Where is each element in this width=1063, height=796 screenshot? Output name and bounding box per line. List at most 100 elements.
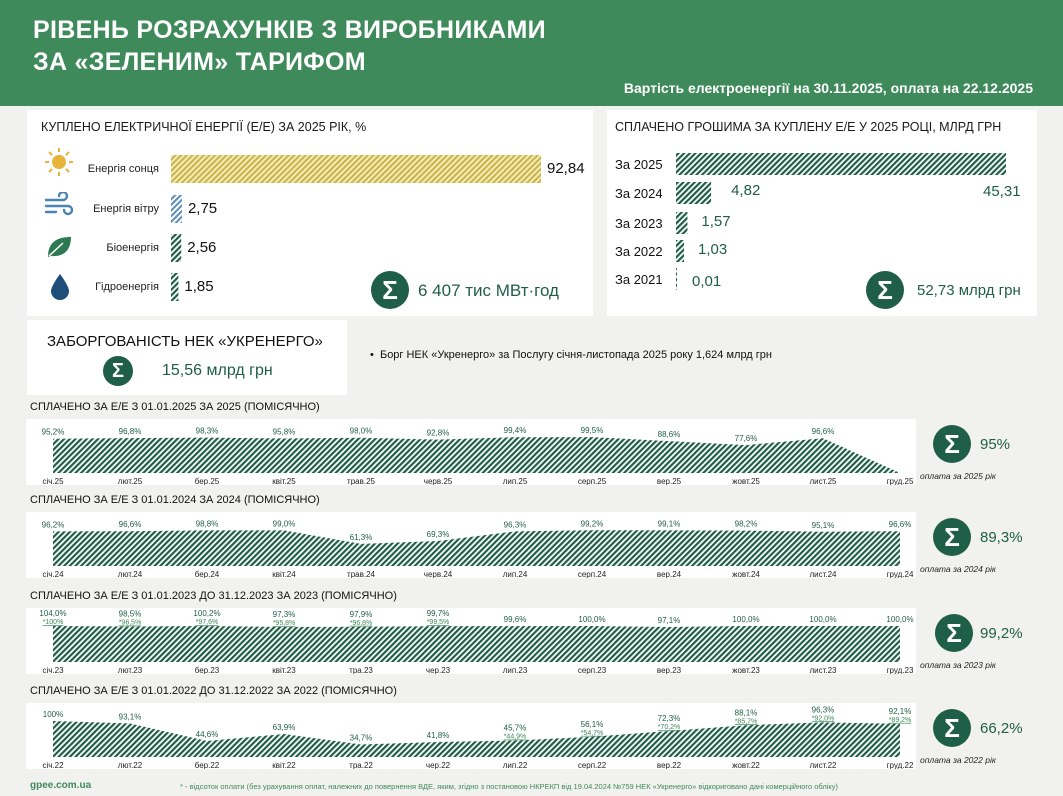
month-label-2-8: вер.23 (657, 666, 682, 674)
paid-total: 52,73 млрд грн (917, 282, 1021, 299)
month-value-3-2: 44,6% (196, 730, 219, 739)
paid-bar-chart (676, 153, 1006, 290)
month-label-2-0: січ.23 (42, 666, 64, 674)
strip-sum-icon-3: Σ (933, 709, 971, 747)
month-label-1-8: вер.24 (657, 570, 682, 578)
month-label-2-4: тра.23 (349, 666, 373, 674)
month-label-2-10: лист.23 (809, 666, 837, 674)
month-note-3-11: *89,2% (889, 717, 912, 724)
month-label-0-4: трав.25 (347, 477, 375, 485)
energy-bar-0 (171, 155, 541, 183)
month-value-1-9: 98,2% (735, 520, 758, 529)
month-note-2-2: *97,6% (196, 619, 219, 626)
energy-icon-wind (44, 190, 74, 223)
month-label-2-9: жовт.23 (732, 666, 760, 674)
energy-label-2: Біоенергія (106, 242, 159, 254)
monthly-area-3 (53, 721, 900, 757)
month-label-2-6: лип.23 (503, 666, 528, 674)
month-label-1-1: лют.24 (118, 570, 143, 578)
month-value-2-5: 99,7% (427, 609, 450, 618)
month-value-2-1: 98,5% (119, 610, 142, 619)
month-value-1-4: 61,3% (350, 533, 373, 542)
monthly-chart-2: січ.23 104,0% *100% лют.23 98,5% *96,5% бер.23… (26, 608, 916, 674)
month-value-0-9: 77,6% (735, 434, 758, 443)
month-label-0-3: квіт.25 (272, 477, 296, 485)
page-header: РІВЕНЬ РОЗРАХУНКІВ З ВИРОБНИКАМИ ЗА «ЗЕЛ… (0, 0, 1063, 106)
month-value-0-8: 88,6% (658, 430, 681, 439)
month-label-3-7: серп.22 (578, 761, 607, 769)
month-label-3-10: лист.22 (809, 761, 837, 769)
month-value-1-7: 99,2% (581, 519, 604, 528)
strip-total-note-3: оплата за 2022 рік (920, 755, 996, 765)
energy-label-1: Енергія вітру (93, 203, 159, 215)
month-value-1-10: 95,1% (812, 521, 835, 530)
month-note-2-0: *100% (43, 619, 64, 626)
month-label-3-9: жовт.22 (732, 761, 760, 769)
month-label-0-0: січ.25 (42, 477, 64, 485)
paid-label-3: За 2022 (615, 244, 663, 259)
month-value-3-0: 100% (43, 710, 63, 719)
month-value-2-3: 97,3% (273, 610, 296, 619)
paid-label-2: За 2023 (615, 216, 663, 231)
month-value-0-3: 95,8% (273, 428, 296, 437)
energy-bar-1 (171, 195, 182, 223)
month-value-2-4: 97,9% (350, 610, 373, 619)
debt-note-text: Борг НЕК «Укренерго» за Послугу січня-ли… (379, 349, 772, 361)
paid-value-1: 4,82 (731, 182, 761, 199)
month-value-1-8: 99,1% (658, 519, 681, 528)
monthly-chart-1: січ.24 96,2% лют.24 96,6% бер.24 98,8% квіт.24… (26, 512, 916, 578)
month-note-2-3: *95,8% (273, 620, 296, 627)
energy-card-title: КУПЛЕНО ЕЛЕКТРИЧНОЇ ЕНЕРГІЇ (Е/Е) ЗА 202… (41, 120, 367, 134)
month-label-2-7: серп.23 (578, 666, 607, 674)
month-label-1-4: трав.24 (347, 570, 375, 578)
energy-value-1: 2,75 (187, 200, 218, 217)
month-value-2-8: 97,1% (658, 616, 681, 625)
month-label-1-11: груд.24 (887, 570, 914, 578)
month-value-2-0: 104,0% (39, 609, 66, 618)
month-label-3-11: груд.22 (887, 761, 914, 769)
debt-sum-icon: Σ (103, 356, 133, 386)
month-label-1-3: квіт.24 (272, 570, 296, 578)
debt-value: 15,56 млрд грн (162, 362, 273, 379)
month-label-0-7: серп.25 (578, 477, 607, 485)
title-line-2: ЗА «ЗЕЛЕНИМ» ТАРИФОМ (33, 48, 366, 76)
paid-label-4: За 2021 (615, 272, 663, 287)
monthly-area-1 (53, 530, 900, 566)
monthly-chart-svg-3: січ.22 100% лют.22 93,1% бер.22 44,6% квіт.22 6… (42, 705, 914, 769)
energy-label-0: Енергія сонця (87, 163, 159, 175)
month-value-0-2: 98,3% (196, 427, 219, 436)
month-label-2-2: бер.23 (195, 666, 220, 674)
monthly-chart-svg-1: січ.24 96,2% лют.24 96,6% бер.24 98,8% квіт.24… (42, 519, 914, 578)
month-label-3-0: січ.22 (42, 761, 64, 769)
debt-note: • Борг НЕК «Укренерго» за Послугу січня-… (370, 349, 772, 361)
month-label-1-5: черв.24 (424, 570, 453, 578)
month-label-1-9: жовт.24 (732, 570, 760, 578)
month-label-1-0: січ.24 (42, 570, 64, 578)
month-value-3-8: 72,3% (658, 714, 681, 723)
monthly-chart-3: січ.22 100% лют.22 93,1% бер.22 44,6% квіт.22 6… (26, 703, 916, 769)
month-note-3-7: *54,7% (581, 730, 604, 737)
month-value-0-10: 96,6% (812, 427, 835, 436)
monthly-chart-svg-0: січ.25 95,2% лют.25 96,8% бер.25 98,3% квіт.25… (42, 426, 914, 485)
month-value-3-3: 63,9% (273, 723, 296, 732)
month-value-1-0: 96,2% (42, 520, 65, 529)
month-value-3-1: 93,1% (119, 712, 142, 721)
sun-icon (45, 148, 73, 176)
energy-label-3: Гідроенергія (95, 281, 159, 293)
month-value-3-6: 45,7% (504, 724, 527, 733)
footer-site[interactable]: gpee.com.ua (30, 780, 92, 791)
paid-card-title: СПЛАЧЕНО ГРОШИМА ЗА КУПЛЕНУ Е/Е У 2025 Р… (615, 120, 1002, 134)
strip-title-3: СПЛАЧЕНО ЗА Е/Е З 01.01.2022 ДО 31.12.20… (30, 685, 397, 697)
strip-sum-icon-0: Σ (933, 425, 971, 463)
paid-sum-icon: Σ (866, 271, 904, 309)
month-label-0-2: бер.25 (195, 477, 220, 485)
month-value-0-6: 99,4% (504, 426, 527, 435)
energy-value-2: 2,56 (187, 239, 217, 256)
wind-icon (44, 190, 74, 216)
month-label-2-5: чер.23 (426, 666, 451, 674)
month-value-1-1: 96,6% (119, 520, 142, 529)
month-value-2-11: 100,0% (886, 615, 913, 624)
energy-card: КУПЛЕНО ЕЛЕКТРИЧНОЇ ЕНЕРГІЇ (Е/Е) ЗА 202… (27, 110, 593, 316)
title-line-1: РІВЕНЬ РОЗРАХУНКІВ З ВИРОБНИКАМИ (33, 16, 546, 44)
month-value-1-6: 96,3% (504, 520, 527, 529)
